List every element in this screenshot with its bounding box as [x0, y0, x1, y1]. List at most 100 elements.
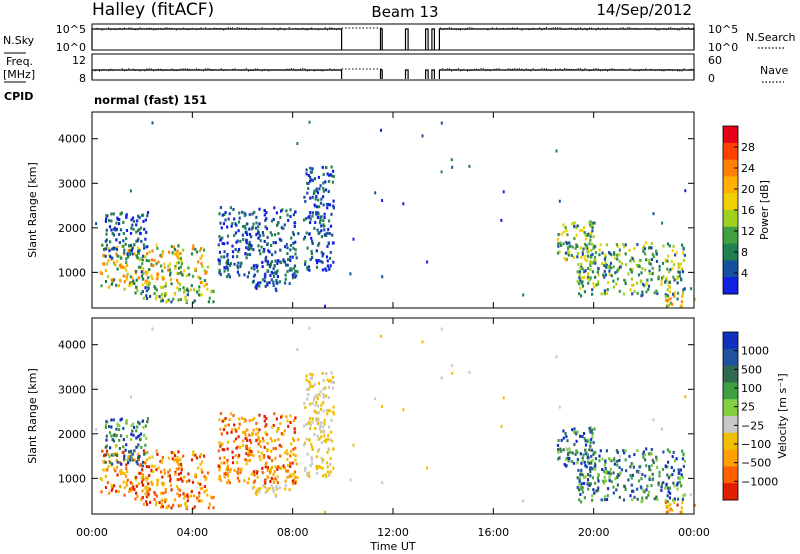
echo-cell: [309, 175, 312, 179]
echo-cell: [652, 212, 655, 216]
echo-cell: [678, 271, 681, 275]
echo-cell: [168, 262, 172, 266]
echo-cell: [557, 251, 560, 255]
echo-cell: [266, 475, 269, 479]
echo-cell: [293, 478, 296, 482]
echo-cell: [193, 299, 196, 303]
echo-cell: [588, 448, 591, 452]
echo-cell: [327, 433, 330, 437]
echo-cell: [125, 435, 129, 438]
echo-cell: [198, 495, 201, 498]
echo-cell: [110, 484, 113, 488]
trace-dot: [225, 69, 227, 71]
echo-cell: [594, 261, 597, 265]
echo-cell: [125, 275, 128, 279]
echo-cell: [246, 439, 249, 442]
echo-cell: [263, 415, 266, 419]
echo-cell: [581, 267, 584, 271]
trace-dot: [171, 27, 173, 29]
echo-cell: [326, 244, 329, 248]
trace-dot: [227, 69, 229, 71]
echo-cell: [322, 181, 325, 185]
echo-cell: [185, 299, 188, 303]
echo-cell: [154, 503, 158, 507]
echo-cell: [110, 425, 113, 429]
echo-cell: [254, 432, 258, 436]
echo-cell: [118, 222, 121, 226]
echo-cell: [226, 431, 229, 435]
trace-dot: [232, 27, 234, 29]
echo-cell: [141, 468, 144, 472]
trace-dot: [132, 29, 134, 30]
trace-dot: [670, 27, 672, 29]
echo-cell: [630, 270, 633, 274]
echo-cell: [170, 282, 173, 286]
echo-cell: [584, 269, 587, 273]
echo-cell: [564, 464, 568, 468]
time-axis-label: Time UT: [369, 540, 415, 553]
echo-cell: [657, 481, 660, 485]
trace-dot: [99, 28, 100, 30]
echo-cell: [135, 475, 138, 479]
echo-cell: [612, 491, 615, 495]
echo-cell: [131, 452, 134, 456]
echo-cell: [264, 424, 267, 428]
echo-cell: [604, 459, 607, 463]
echo-cell: [682, 246, 685, 250]
echo-cell: [645, 241, 648, 245]
echo-cell: [270, 270, 273, 274]
echo-cell: [269, 480, 272, 483]
echo-cell: [238, 273, 241, 277]
echo-cell: [248, 446, 251, 450]
trace-dot: [537, 69, 538, 71]
echo-cell: [276, 476, 279, 480]
echo-cell: [105, 214, 108, 218]
trace-dot: [647, 28, 649, 30]
echo-cell: [153, 491, 156, 495]
echo-cell: [125, 463, 128, 467]
echo-cell: [104, 475, 107, 478]
echo-cell: [111, 232, 114, 235]
echo-cell: [274, 233, 277, 237]
colorbar-tick-label: 1000: [741, 345, 769, 358]
echo-cell: [283, 429, 286, 433]
echo-cell: [264, 284, 267, 288]
trace-dot: [575, 69, 577, 71]
trace-dot: [281, 28, 283, 30]
echo-cell: [583, 254, 586, 258]
echo-cell: [139, 471, 142, 475]
echo-cell: [147, 465, 151, 469]
echo-cell: [134, 291, 137, 295]
echo-cell: [568, 251, 571, 254]
echo-cell: [262, 233, 265, 237]
echo-cell: [288, 282, 291, 286]
echo-cell: [244, 432, 247, 436]
echo-cell: [584, 464, 587, 468]
echo-cell: [140, 274, 144, 278]
echo-cell: [238, 422, 241, 426]
echo-cell: [307, 265, 311, 269]
echo-cell: [604, 461, 607, 465]
echo-cell: [257, 236, 260, 240]
echo-cell: [587, 487, 590, 491]
colorbar-swatch: [723, 126, 738, 144]
trace-dot: [550, 28, 552, 29]
echo-cell: [114, 434, 117, 438]
trace-dot: [331, 27, 333, 29]
echo-cell: [322, 409, 325, 413]
echo-cell: [138, 228, 141, 232]
echo-cell: [589, 441, 592, 445]
echo-cell: [110, 219, 113, 223]
echo-cell: [284, 245, 287, 249]
echo-cell: [289, 255, 292, 259]
trace-dot: [467, 27, 468, 29]
echo-cell: [280, 467, 283, 471]
echo-cell: [276, 223, 279, 227]
echo-cell: [680, 484, 683, 488]
echo-cell: [273, 206, 276, 210]
echo-cell: [639, 279, 642, 283]
echo-cell: [349, 478, 352, 482]
echo-cell: [381, 199, 384, 202]
echo-cell: [318, 427, 322, 431]
echo-cell: [106, 468, 109, 472]
